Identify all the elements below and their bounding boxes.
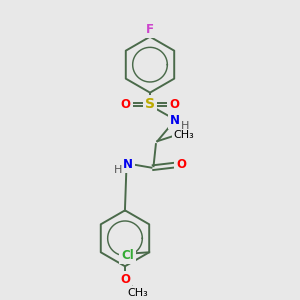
- Text: F: F: [146, 23, 154, 36]
- Text: O: O: [176, 158, 186, 171]
- Text: O: O: [121, 98, 130, 111]
- Text: CH₃: CH₃: [173, 130, 194, 140]
- Text: O: O: [120, 273, 130, 286]
- Text: N: N: [123, 158, 133, 171]
- Text: N: N: [170, 114, 180, 127]
- Text: H: H: [181, 121, 190, 131]
- Text: S: S: [145, 98, 155, 111]
- Text: H: H: [114, 165, 123, 175]
- Text: Cl: Cl: [121, 249, 134, 262]
- Text: O: O: [169, 98, 179, 111]
- Text: CH₃: CH₃: [128, 288, 148, 298]
